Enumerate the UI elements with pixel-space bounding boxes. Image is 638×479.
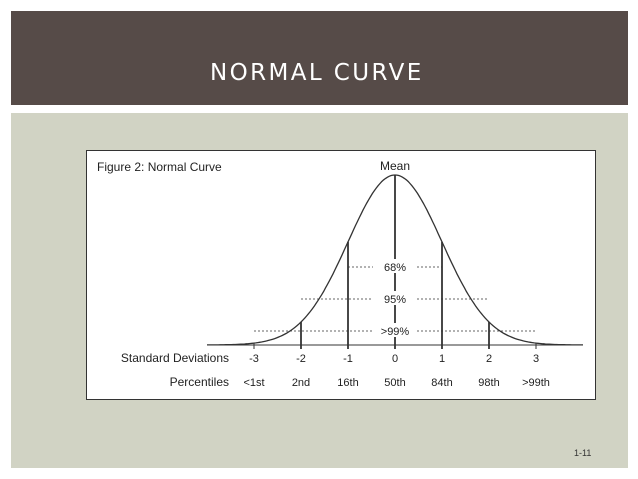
sd-row-label: Standard Deviations [121,351,229,365]
normal-curve-figure: Figure 2: Normal Curve Mean 68% 95% >99% Stan… [86,150,596,400]
band-label-bg [375,259,415,273]
band-label: 95% [384,294,406,306]
slide-title: NORMAL CURVE [210,60,424,86]
figure-caption: Figure 2: Normal Curve [97,160,222,174]
percentile-row-label: Percentiles [170,375,229,389]
normal-curve-diagram: Figure 2: Normal Curve Mean 68% 95% >99% Stan… [97,159,583,389]
band-label-bg [375,291,415,305]
band-label: 68% [384,262,406,274]
percentile-label: 98th [478,377,499,389]
percentile-label: 2nd [292,377,310,389]
sd-value-label: 3 [533,353,539,365]
sd-value-label: 0 [392,353,398,365]
percentile-label: 50th [384,377,405,389]
percentile-label: >99th [522,377,550,389]
sd-value-label: -1 [343,353,353,365]
sd-value-label: 2 [486,353,492,365]
sd-value-label: -2 [296,353,306,365]
slide-number: 1-11 [574,448,592,458]
slide-header: NORMAL CURVE [11,11,628,105]
mean-label: Mean [380,159,410,173]
sd-value-label: 1 [439,353,445,365]
sd-value-label: -3 [249,353,259,365]
band-label-bg [375,323,415,337]
percentile-label: 16th [337,377,358,389]
percentile-label: <1st [243,377,264,389]
percentile-label: 84th [431,377,452,389]
band-label: >99% [381,326,410,338]
